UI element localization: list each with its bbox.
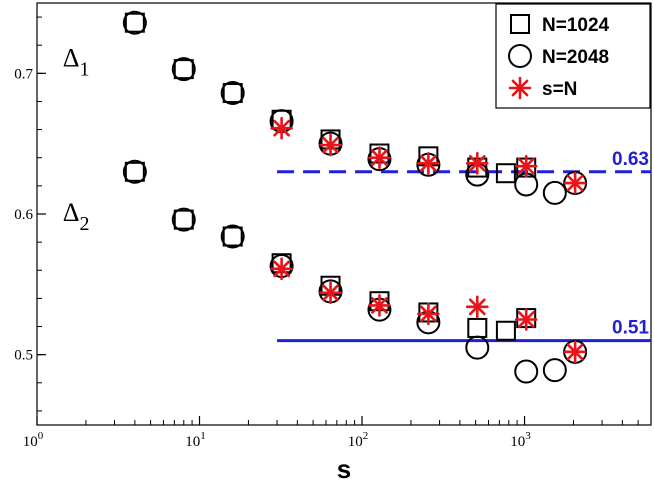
asterisk-stroke <box>420 154 437 172</box>
asterisk-stroke <box>511 79 529 97</box>
square-marker <box>222 83 243 104</box>
axis-ticks: 100 101 102 103 0.5 0.6 0.7 <box>14 16 652 450</box>
x-axis-label: s <box>337 454 351 484</box>
delta-annotations: Δ1 Δ2 <box>63 43 90 235</box>
square-marker <box>467 317 488 338</box>
square-marker <box>495 163 516 184</box>
asterisk-marker <box>270 116 293 140</box>
circle-marker <box>220 224 245 249</box>
asterisk-marker <box>465 152 489 175</box>
asterisk-stroke <box>420 305 437 323</box>
reference-line-label: 0.51 <box>612 318 649 339</box>
x-tick-label: 100 <box>23 430 44 450</box>
circle-marker <box>542 180 567 205</box>
circle-marker <box>122 159 147 184</box>
square-marker <box>222 226 243 247</box>
circle-marker <box>514 359 539 384</box>
legend-label: N=1024 <box>542 15 610 36</box>
circle-marker <box>122 10 147 35</box>
asterisk-marker <box>514 154 538 178</box>
x-tick-label: 103 <box>510 430 531 450</box>
legend-label: s=N <box>542 79 577 100</box>
square-marker <box>173 209 194 230</box>
asterisk-marker <box>319 281 342 305</box>
asterisk-marker <box>368 294 391 317</box>
square-marker <box>124 12 145 33</box>
asterisk-stroke <box>517 311 535 328</box>
circle-marker <box>171 207 196 232</box>
asterisk-marker <box>319 133 342 157</box>
legend: N=1024 N=2048 s=N <box>495 3 651 109</box>
square-marker <box>495 320 516 341</box>
square-marker <box>173 59 194 80</box>
reference-line-label: 0.63 <box>612 149 649 170</box>
circle-marker <box>220 81 245 106</box>
legend-label: N=2048 <box>542 47 609 68</box>
x-tick-label: 102 <box>348 430 369 450</box>
asterisk-marker <box>563 340 587 364</box>
asterisk-marker <box>417 302 440 326</box>
asterisk-marker <box>270 257 293 281</box>
delta-annotation: Δ2 <box>63 198 90 235</box>
asterisk-stroke <box>468 154 486 172</box>
asterisk-stroke <box>322 284 339 302</box>
legend-marker <box>508 44 532 68</box>
asterisk-stroke <box>517 157 535 175</box>
delta-annotation: Δ1 <box>63 43 90 80</box>
asterisk-marker <box>417 152 440 175</box>
legend-marker <box>508 76 532 100</box>
legend-marker <box>510 14 530 34</box>
circle-marker <box>542 358 567 383</box>
asterisk-stroke <box>371 297 388 314</box>
asterisk-stroke <box>371 149 388 167</box>
circle-marker <box>465 335 490 360</box>
asterisk-marker <box>465 295 489 319</box>
square-marker <box>124 161 145 182</box>
asterisk-marker <box>563 171 587 195</box>
y-tick-label: 0.5 <box>14 348 33 364</box>
asterisk-stroke <box>468 298 486 316</box>
reference-lines: 0.63 0.51 <box>277 149 651 343</box>
y-tick-label: 0.7 <box>14 66 33 82</box>
asterisk-stroke <box>566 343 584 361</box>
data-points <box>122 10 588 384</box>
y-tick-label: 0.6 <box>14 207 33 223</box>
asterisk-stroke <box>273 119 290 137</box>
asterisk-stroke <box>273 260 290 278</box>
x-tick-label: 101 <box>185 430 206 450</box>
asterisk-stroke <box>566 174 584 192</box>
asterisk-marker <box>514 308 538 331</box>
asterisk-marker <box>368 146 391 170</box>
circle-marker <box>171 57 196 82</box>
asterisk-stroke <box>322 136 339 154</box>
